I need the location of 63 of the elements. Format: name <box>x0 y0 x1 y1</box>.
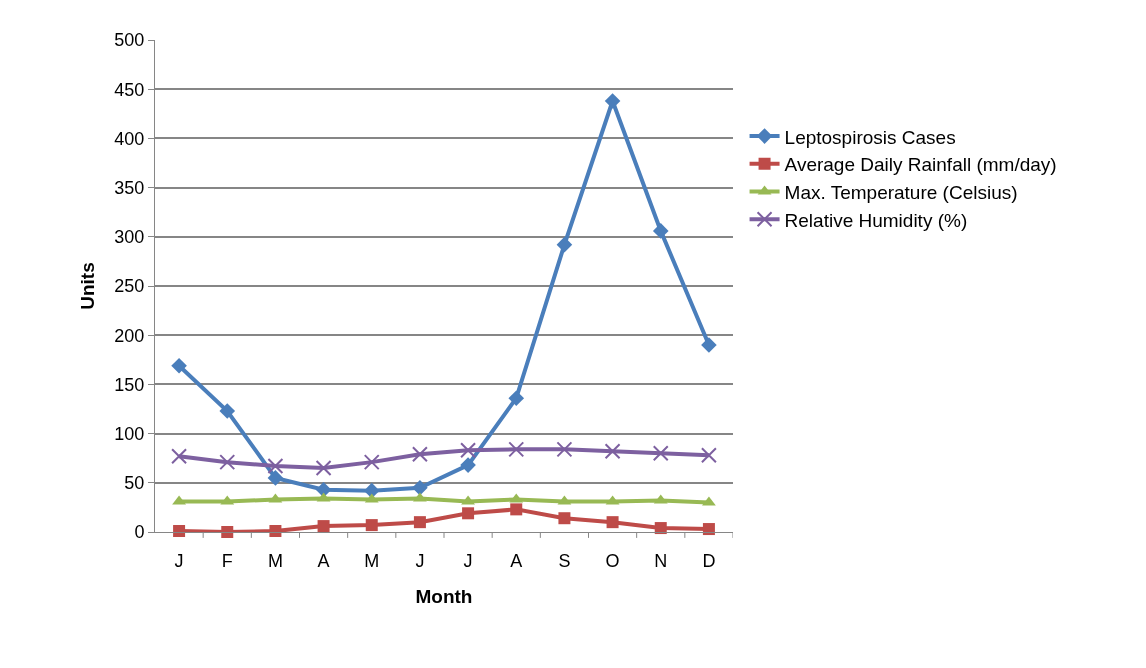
y-tick-label: 250 <box>114 276 145 297</box>
x-tick-label: J <box>174 550 184 571</box>
legend-label: Relative Humidity (%) <box>784 209 968 231</box>
y-tick-label: 500 <box>114 30 145 51</box>
point <box>363 454 380 471</box>
point <box>556 441 573 458</box>
point <box>365 519 378 532</box>
x-tick-label: S <box>558 550 571 571</box>
y-tick-label: 400 <box>114 128 145 149</box>
point <box>411 446 428 463</box>
y-tick-label: 200 <box>114 325 145 346</box>
legend-label: Max. Temperature (Celsius) <box>784 181 1018 203</box>
x-tick-label: D <box>702 550 716 571</box>
point <box>173 525 186 538</box>
x-tick-label: J <box>463 550 473 571</box>
y-tick-label: 0 <box>134 522 145 543</box>
legend-label: Leptospirosis Cases <box>784 126 956 148</box>
point <box>315 460 332 477</box>
point <box>700 447 717 464</box>
point <box>652 445 669 462</box>
x-tick-label: M <box>267 550 283 571</box>
point <box>219 403 236 419</box>
x-axis-title: Month <box>415 586 473 608</box>
point <box>654 522 667 535</box>
point <box>267 470 284 486</box>
point <box>317 520 330 533</box>
point <box>267 458 284 475</box>
y-axis-title: Units <box>77 262 99 310</box>
point <box>604 93 621 109</box>
y-tick-label: 350 <box>114 177 145 198</box>
point <box>652 223 669 239</box>
y-tick-label: 450 <box>114 79 145 100</box>
point <box>606 516 619 529</box>
x-tick-label: N <box>654 550 668 571</box>
legend-label: Average Daily Rainfall (mm/day) <box>784 154 1057 176</box>
point <box>171 448 188 465</box>
point <box>702 523 715 536</box>
y-tick-label: 150 <box>114 374 145 395</box>
point <box>508 390 525 406</box>
point <box>171 357 187 374</box>
y-tick-label: 300 <box>114 227 145 248</box>
point <box>221 526 234 538</box>
x-tick-label: F <box>221 550 233 571</box>
point <box>413 516 426 529</box>
point <box>556 236 573 253</box>
x-tick-label: O <box>605 550 620 571</box>
x-tick-label: A <box>317 550 330 571</box>
point <box>219 454 236 471</box>
point <box>460 442 477 459</box>
y-tick-label: 100 <box>114 423 145 444</box>
x-tick-label: J <box>415 550 425 571</box>
x-tick-label: M <box>364 550 380 571</box>
point <box>510 503 523 516</box>
y-tick-label: 50 <box>124 473 145 494</box>
point <box>460 457 476 473</box>
point <box>558 512 571 525</box>
point <box>508 441 525 458</box>
point <box>604 443 621 460</box>
point <box>462 507 475 520</box>
point <box>412 479 428 496</box>
point <box>269 525 282 538</box>
x-tick-label: A <box>510 550 523 571</box>
point <box>701 337 717 353</box>
